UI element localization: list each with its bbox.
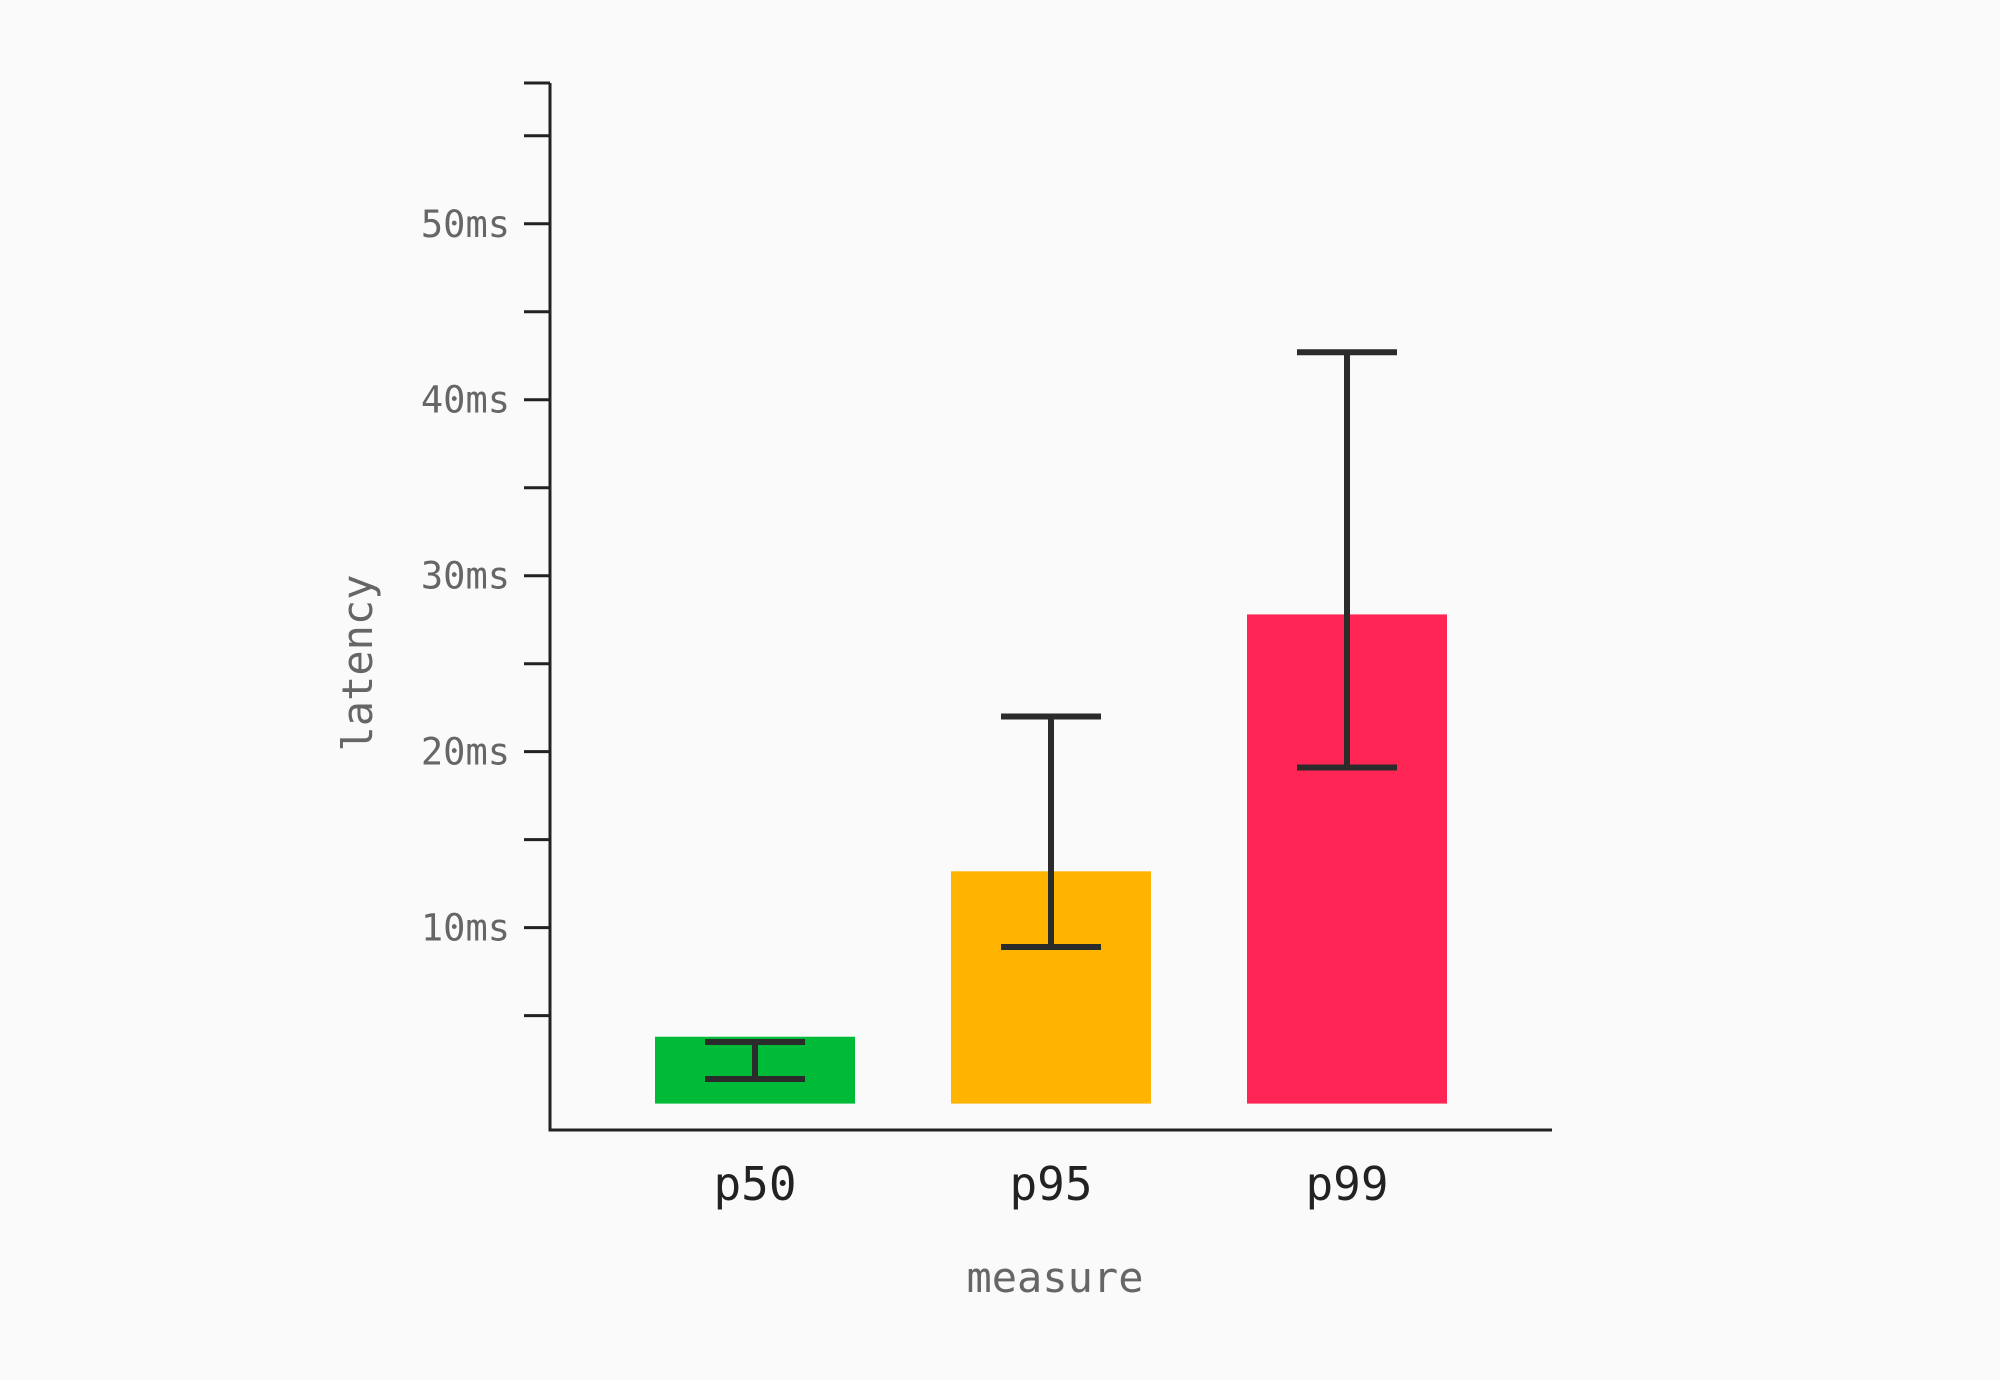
y-tick-label: 20ms [421,731,510,774]
x-tick-label-p99: p99 [1305,1157,1388,1211]
x-tick-label-p50: p50 [713,1157,796,1211]
y-tick-label: 30ms [421,555,510,598]
axes-layer [524,81,1552,1132]
x-tick-label-p95: p95 [1009,1157,1092,1211]
y-tick-label: 40ms [421,379,510,422]
error-bars-layer [705,349,1397,1082]
x-axis-title: measure [966,1253,1143,1302]
error-bar-p99 [1297,349,1397,771]
y-tick-label: 10ms [421,907,510,950]
y-axis-title: latency [333,574,382,751]
error-bar-p50 [705,1039,805,1082]
error-bar-p95 [1001,713,1101,950]
labels-layer: p50 p95 p99 10ms 20ms 30ms 40ms 50ms [421,203,1389,1211]
y-tick-label: 50ms [421,203,510,246]
